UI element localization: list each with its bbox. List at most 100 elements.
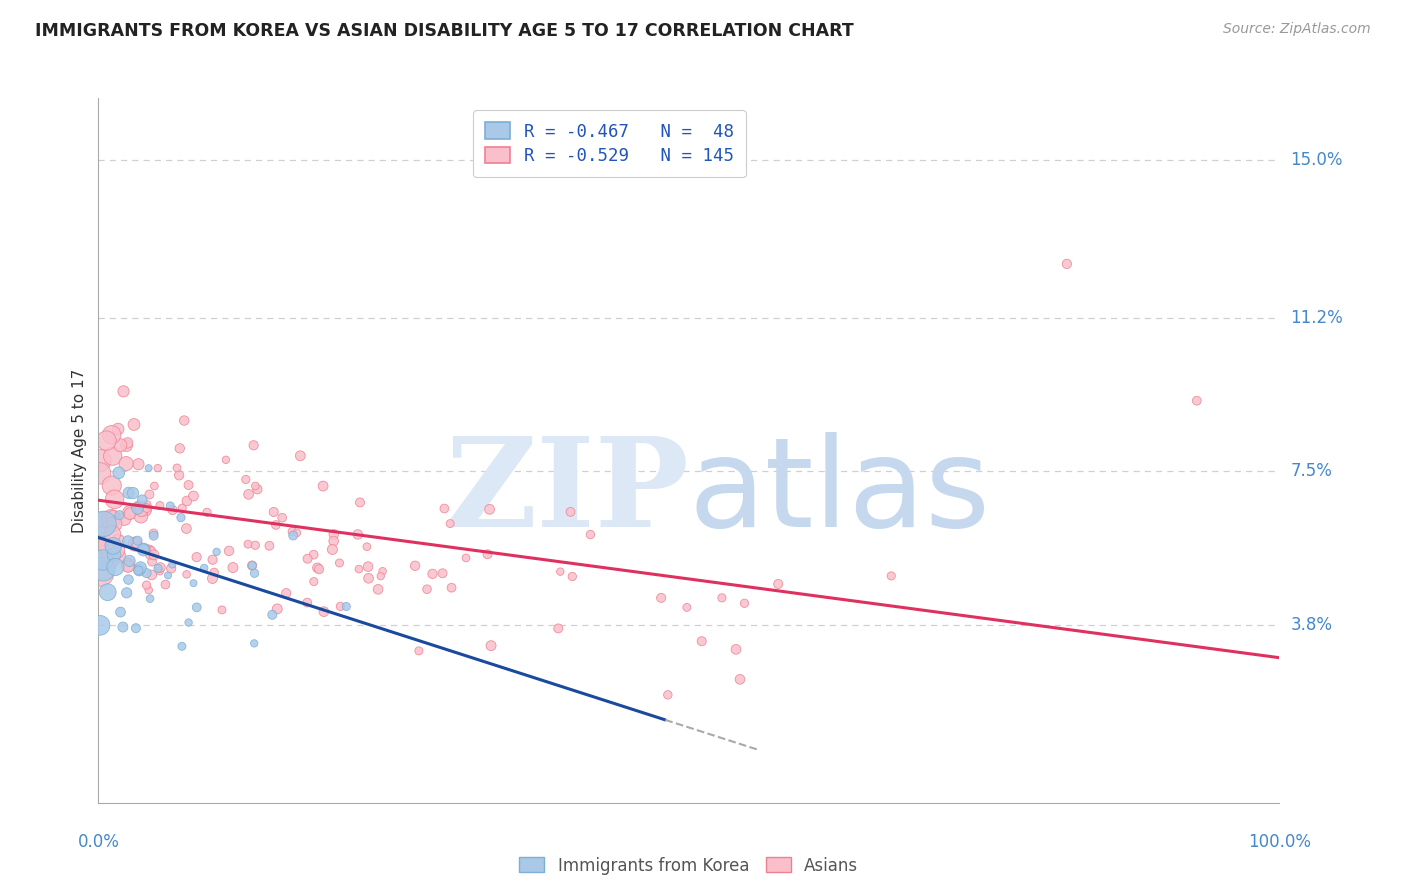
Point xyxy=(101,527,124,541)
Point xyxy=(676,600,699,615)
Point xyxy=(149,499,172,513)
Point xyxy=(283,528,305,542)
Point xyxy=(690,634,713,648)
Text: 7.5%: 7.5% xyxy=(1291,462,1333,480)
Point xyxy=(307,561,329,575)
Point xyxy=(357,559,380,574)
Point xyxy=(263,505,285,519)
Point xyxy=(308,562,330,576)
Point xyxy=(141,544,163,558)
Point xyxy=(335,599,357,614)
Point xyxy=(321,542,343,557)
Point xyxy=(281,524,304,539)
Point xyxy=(118,554,141,568)
Point xyxy=(432,566,454,581)
Point xyxy=(357,571,380,585)
Point xyxy=(328,556,350,570)
Point xyxy=(142,526,165,541)
Point xyxy=(322,527,344,541)
Point xyxy=(170,640,193,654)
Point xyxy=(135,501,157,516)
Point xyxy=(94,538,117,552)
Point xyxy=(101,449,124,463)
Point xyxy=(135,566,157,581)
Point xyxy=(103,516,125,531)
Point xyxy=(89,618,111,632)
Point xyxy=(117,573,139,587)
Point xyxy=(107,422,129,436)
Point xyxy=(172,501,194,516)
Point xyxy=(202,566,225,580)
Point xyxy=(89,467,111,481)
Point xyxy=(201,552,224,566)
Point xyxy=(155,577,177,591)
Point xyxy=(89,453,111,467)
Point xyxy=(94,540,117,554)
Point xyxy=(132,542,155,557)
Point xyxy=(561,569,583,583)
Point xyxy=(169,442,191,456)
Point xyxy=(439,516,461,531)
Point xyxy=(243,566,266,581)
Point xyxy=(103,548,125,562)
Point xyxy=(89,530,111,544)
Point xyxy=(98,551,121,566)
Point xyxy=(222,560,245,574)
Point xyxy=(111,620,134,634)
Point xyxy=(302,574,325,589)
Point xyxy=(127,533,149,548)
Point xyxy=(440,581,463,595)
Point xyxy=(138,487,160,501)
Point xyxy=(240,558,263,573)
Point xyxy=(724,642,747,657)
Point xyxy=(139,591,162,606)
Point xyxy=(710,591,733,605)
Text: 11.2%: 11.2% xyxy=(1291,309,1343,326)
Point xyxy=(880,569,903,583)
Point xyxy=(91,553,114,567)
Point xyxy=(107,533,129,548)
Point xyxy=(766,577,789,591)
Point xyxy=(104,560,127,574)
Text: 3.8%: 3.8% xyxy=(1291,615,1333,633)
Point xyxy=(115,439,138,453)
Point xyxy=(422,566,444,581)
Point xyxy=(259,539,281,553)
Point xyxy=(125,621,148,635)
Point xyxy=(211,603,233,617)
Point xyxy=(142,529,165,543)
Point xyxy=(167,468,190,483)
Point xyxy=(322,534,344,549)
Point xyxy=(264,518,287,533)
Point xyxy=(356,540,378,554)
Point xyxy=(100,427,122,442)
Point xyxy=(160,561,183,575)
Point xyxy=(1056,257,1078,271)
Point xyxy=(156,568,179,582)
Point xyxy=(1185,393,1208,408)
Point xyxy=(146,561,169,575)
Point xyxy=(129,509,152,524)
Point xyxy=(312,605,335,619)
Point xyxy=(240,558,263,573)
Point xyxy=(205,545,228,559)
Point xyxy=(276,586,298,600)
Point xyxy=(90,566,112,581)
Point xyxy=(135,578,157,592)
Point xyxy=(245,538,267,552)
Point xyxy=(404,558,426,573)
Point xyxy=(235,473,257,487)
Point xyxy=(477,547,499,561)
Point xyxy=(112,384,135,399)
Point xyxy=(127,564,149,578)
Point xyxy=(100,478,122,492)
Point xyxy=(329,599,352,614)
Point xyxy=(103,511,125,525)
Point xyxy=(177,615,200,630)
Point xyxy=(560,505,582,519)
Point xyxy=(96,434,118,448)
Point xyxy=(134,503,156,517)
Point xyxy=(149,560,172,574)
Text: Source: ZipAtlas.com: Source: ZipAtlas.com xyxy=(1223,22,1371,37)
Point xyxy=(176,494,198,508)
